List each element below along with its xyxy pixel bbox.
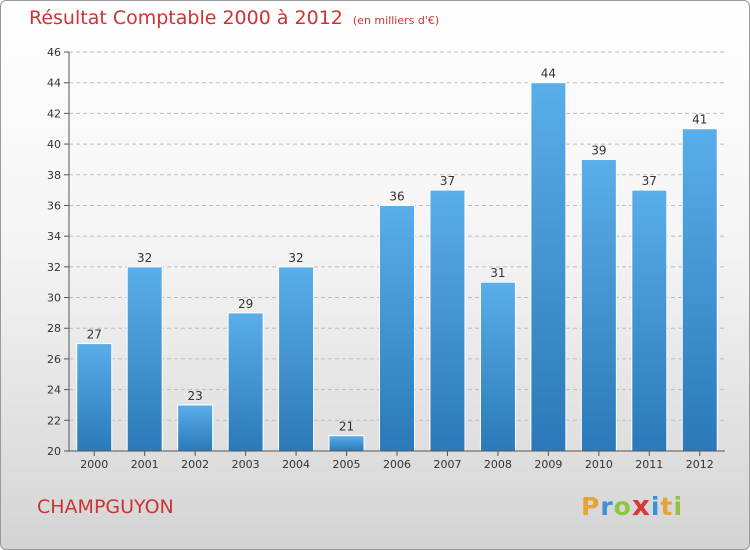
x-tick-label-2005: 2005 (333, 458, 361, 471)
chart-title: Résultat Comptable 2000 à 2012 (en millie… (29, 7, 439, 29)
bar-2007 (429, 189, 466, 452)
x-tick-label-2002: 2002 (181, 458, 209, 471)
logo-letter: x (631, 489, 651, 522)
y-tick-label: 42 (47, 107, 61, 120)
value-label-2006: 36 (389, 189, 404, 203)
bar-2011 (631, 189, 668, 452)
value-label-2012: 41 (692, 113, 707, 127)
x-tick-label-2009: 2009 (534, 458, 562, 471)
x-tick-label-2001: 2001 (131, 458, 159, 471)
logo-letter: t (660, 492, 674, 521)
value-label-2000: 27 (87, 328, 102, 342)
logo-letter: r (600, 492, 614, 521)
y-tick-label: 36 (47, 199, 61, 212)
y-tick-label: 24 (47, 384, 61, 397)
value-label-2002: 23 (188, 389, 203, 403)
y-axis: 20 22 24 26 28 30 32 34 36 38 40 42 44 46 (47, 46, 70, 458)
value-label-2010: 39 (591, 143, 606, 157)
logo-letter: i (673, 492, 684, 521)
y-tick-label: 38 (47, 169, 61, 182)
x-tick-label-2007: 2007 (433, 458, 461, 471)
bar-2003 (227, 312, 264, 452)
y-tick-label: 40 (47, 138, 61, 151)
x-tick-label-2010: 2010 (585, 458, 613, 471)
bar-2004 (278, 266, 315, 452)
x-tick-label-2000: 2000 (80, 458, 108, 471)
bar-2002 (177, 404, 214, 452)
x-tick-label-2008: 2008 (484, 458, 512, 471)
value-label-2009: 44 (541, 67, 556, 81)
y-tick-label: 46 (47, 46, 61, 59)
value-label-2008: 31 (490, 266, 505, 280)
unit-label: (en milliers d'€) (352, 14, 440, 27)
y-tick-label: 22 (47, 414, 61, 427)
logo-letter: i (650, 492, 661, 521)
x-tick-label-2004: 2004 (282, 458, 310, 471)
value-label-2001: 32 (137, 251, 152, 265)
bars: 27 32 23 29 32 21 36 37 31 44 39 37 41 (76, 67, 718, 452)
x-tick-label-2003: 2003 (232, 458, 260, 471)
value-label-2007: 37 (440, 174, 455, 188)
bar-2005 (328, 435, 365, 452)
y-tick-label: 44 (47, 77, 61, 90)
x-tick-label-2006: 2006 (383, 458, 411, 471)
proxiti-logo: Proxiti (581, 489, 683, 522)
x-tick-label-2012: 2012 (686, 458, 714, 471)
y-tick-label: 34 (47, 230, 61, 243)
y-tick-label: 32 (47, 261, 61, 274)
logo-letter: o (613, 492, 632, 521)
value-label-2011: 37 (642, 174, 657, 188)
y-tick-label: 20 (47, 445, 61, 458)
y-tick-label: 30 (47, 292, 61, 305)
bar-2009 (530, 82, 567, 452)
logo-letter: P (581, 492, 601, 521)
value-label-2003: 29 (238, 297, 253, 311)
y-tick-label: 28 (47, 322, 61, 335)
bar-2012 (681, 128, 718, 452)
bar-2008 (479, 281, 516, 452)
bar-2006 (379, 204, 415, 452)
bar-2001 (126, 266, 163, 452)
bar-2010 (580, 158, 617, 452)
x-tick-label-2011: 2011 (635, 458, 663, 471)
place-name: CHAMPGUYON (37, 496, 174, 518)
value-label-2004: 32 (288, 251, 303, 265)
bar-2000 (76, 343, 113, 452)
title-text: Résultat Comptable 2000 à 2012 (29, 7, 343, 29)
value-label-2005: 21 (339, 420, 354, 434)
x-axis: 2000 2001 2002 2003 2004 2005 2006 2007 2008 2009… (69, 450, 725, 471)
y-tick-label: 26 (47, 353, 61, 366)
